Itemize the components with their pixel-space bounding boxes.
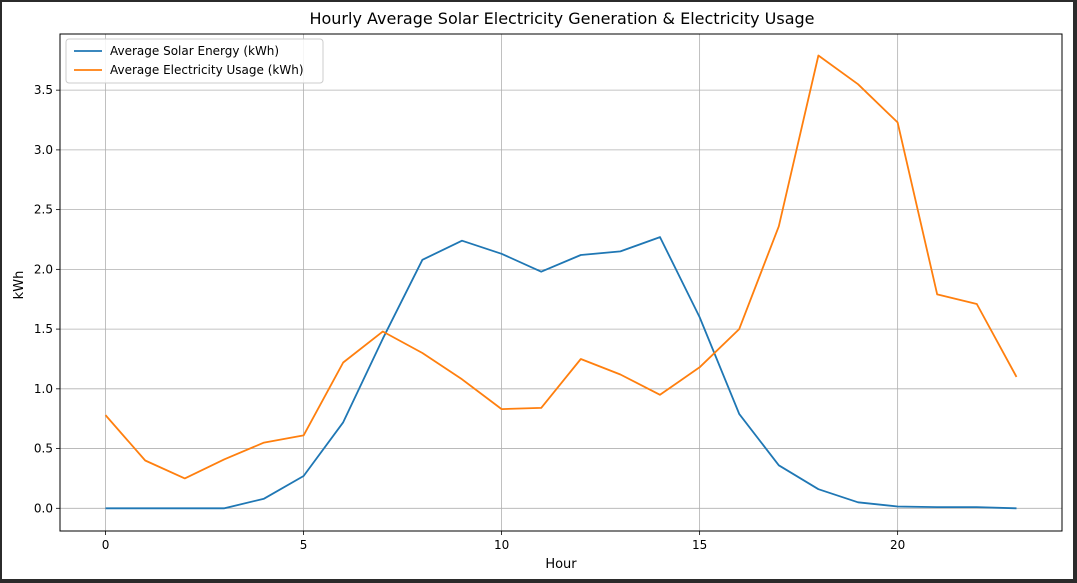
electricity-usage-line [104, 54, 1018, 480]
x-tick-label: 10 [494, 538, 509, 552]
legend-label-usage: Average Electricity Usage (kWh) [110, 63, 304, 77]
plot-border [59, 33, 1063, 532]
y-tick-label: 0.0 [34, 501, 53, 515]
y-axis-label: kWh [12, 271, 27, 300]
y-tick-label: 1.0 [34, 382, 53, 396]
y-tick-label: 2.5 [34, 203, 53, 217]
ticks-layer: 0 5 10 15 20 0.0 0.5 1.0 1.5 2.0 2.5 3.0 3.5 [34, 83, 905, 552]
legend: Average Solar Energy (kWh) Average Electr… [65, 38, 324, 84]
y-tick-label: 2.0 [34, 262, 53, 276]
y-tick-label: 3.0 [34, 143, 53, 157]
x-tick-label: 5 [300, 538, 308, 552]
x-tick-label: 20 [890, 538, 905, 552]
series-layer [104, 54, 1018, 510]
chart-title: Hourly Average Solar Electricity Generat… [309, 9, 814, 28]
grid-layer [60, 34, 1062, 531]
x-tick-label: 15 [692, 538, 707, 552]
legend-box [65, 38, 324, 84]
x-tick-label: 0 [102, 538, 110, 552]
y-tick-label: 0.5 [34, 442, 53, 456]
legend-label-solar: Average Solar Energy (kWh) [110, 44, 279, 58]
y-tick-label: 1.5 [34, 322, 53, 336]
solar-energy-line [105, 236, 1017, 510]
x-axis-label: Hour [545, 557, 577, 572]
y-tick-label: 3.5 [34, 83, 53, 97]
